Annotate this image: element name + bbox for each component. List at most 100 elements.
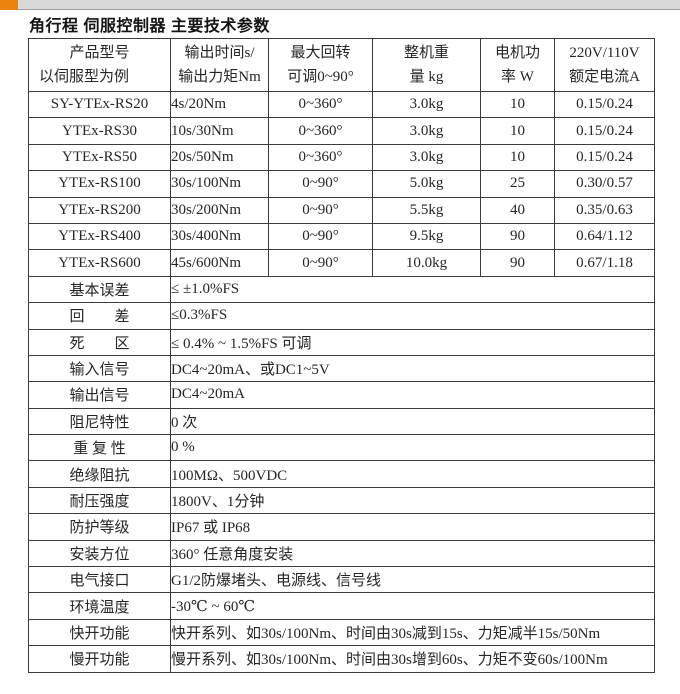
spec-row: 慢开功能 慢开系列、如30s/100Nm、时间由30s增到60s、力矩不变60s… <box>28 645 655 673</box>
time-torque-cell: 30s/100Nm <box>170 170 269 198</box>
model-cell: YTEx-RS100 <box>28 170 171 198</box>
header-current-line1: 220V/110V <box>569 45 640 61</box>
rotation-cell: 0~90° <box>268 249 373 277</box>
rotation-cell: 0~90° <box>268 196 373 224</box>
spec-value-cell: G1/2防爆堵头、电源线、信号线 <box>170 566 655 594</box>
weight-cell: 5.0kg <box>372 170 481 198</box>
header-rotation-line2: 可调0~90° <box>287 69 354 85</box>
model-row: YTEx-RS600 45s/600Nm 0~90° 10.0kg 90 0.6… <box>28 249 655 277</box>
power-cell: 40 <box>480 196 555 224</box>
time-torque-cell: 10s/30Nm <box>170 117 269 145</box>
rotation-cell: 0~360° <box>268 143 373 172</box>
spec-value-cell: 0 次 <box>170 407 655 436</box>
model-row: YTEx-RS50 20s/50Nm 0~360° 3.0kg 10 0.15/… <box>28 143 655 172</box>
model-row: YTEx-RS30 10s/30Nm 0~360° 3.0kg 10 0.15/… <box>28 117 655 145</box>
time-torque-cell: 30s/400Nm <box>170 222 269 251</box>
header-cell-weight: 整机重 量 kg <box>372 38 481 92</box>
spec-value-cell: DC4~20mA <box>170 381 655 409</box>
rotation-cell: 0~90° <box>268 170 373 198</box>
spec-value-cell: 360° 任意角度安装 <box>170 539 655 568</box>
spec-value-cell: 0 % <box>170 434 655 462</box>
spec-row: 快开功能 快开系列、如30s/100Nm、时间由30s减到15s、力矩减半15s… <box>28 618 655 647</box>
spec-label-cell: 阻尼特性 <box>28 407 171 436</box>
current-cell: 0.15/0.24 <box>554 143 655 172</box>
power-cell: 90 <box>480 222 555 251</box>
rotation-cell: 0~360° <box>268 90 373 119</box>
spec-row: 基本误差 ≤ ±1.0%FS <box>28 275 655 304</box>
table-header-row: 产品型号 以伺服型为例 输出时间s/ 输出力矩Nm 最大回转 可调0~90° 整… <box>28 38 655 92</box>
spec-label-cell: 安装方位 <box>28 539 171 568</box>
model-cell: YTEx-RS200 <box>28 196 171 224</box>
accent-block <box>0 0 18 10</box>
header-power-line2: 率 W <box>501 69 534 85</box>
spec-label-cell: 输出信号 <box>28 381 171 409</box>
spec-row: 环境温度 -30℃ ~ 60℃ <box>28 592 655 620</box>
rotation-cell: 0~360° <box>268 117 373 145</box>
model-cell: SY-YTEx-RS20 <box>28 90 171 119</box>
spec-value-cell: ≤ 0.4% ~ 1.5%FS 可调 <box>170 328 655 356</box>
spec-label-cell: 快开功能 <box>28 618 171 647</box>
header-product-line1: 产品型号 <box>69 45 130 61</box>
model-cell: YTEx-RS30 <box>28 117 171 145</box>
spec-row: 绝缘阻抗 100MΩ、500VDC <box>28 460 655 488</box>
power-cell: 10 <box>480 143 555 172</box>
spec-value-cell: 100MΩ、500VDC <box>170 460 655 488</box>
spec-value-cell: ≤0.3%FS <box>170 302 655 330</box>
spec-table: 产品型号 以伺服型为例 输出时间s/ 输出力矩Nm 最大回转 可调0~90° 整… <box>28 38 655 673</box>
model-row: YTEx-RS400 30s/400Nm 0~90° 9.5kg 90 0.64… <box>28 222 655 251</box>
spec-row: 防护等级 IP67 或 IP68 <box>28 513 655 541</box>
power-cell: 10 <box>480 90 555 119</box>
weight-cell: 5.5kg <box>372 196 481 224</box>
spec-row: 回 差 ≤0.3%FS <box>28 302 655 330</box>
model-row: YTEx-RS100 30s/100Nm 0~90° 5.0kg 25 0.30… <box>28 170 655 198</box>
spec-label-cell: 防护等级 <box>28 513 171 541</box>
current-cell: 0.30/0.57 <box>554 170 655 198</box>
power-cell: 25 <box>480 170 555 198</box>
spec-label-cell: 输入信号 <box>28 354 171 383</box>
header-weight-line2: 量 kg <box>409 69 444 85</box>
spec-row: 重 复 性 0 % <box>28 434 655 462</box>
rotation-cell: 0~90° <box>268 222 373 251</box>
current-cell: 0.64/1.12 <box>554 222 655 251</box>
weight-cell: 10.0kg <box>372 249 481 277</box>
spec-label-cell: 慢开功能 <box>28 645 171 673</box>
spec-row: 死 区 ≤ 0.4% ~ 1.5%FS 可调 <box>28 328 655 356</box>
spec-row: 阻尼特性 0 次 <box>28 407 655 436</box>
spec-label-cell: 回 差 <box>28 302 171 330</box>
power-cell: 10 <box>480 117 555 145</box>
spec-value-cell: -30℃ ~ 60℃ <box>170 592 655 620</box>
header-product-line2: 以伺服型为例 <box>39 69 130 85</box>
model-cell: YTEx-RS400 <box>28 222 171 251</box>
top-strip <box>0 0 680 10</box>
current-cell: 0.35/0.63 <box>554 196 655 224</box>
spec-value-cell: 快开系列、如30s/100Nm、时间由30s减到15s、力矩减半15s/50Nm <box>170 618 655 647</box>
spec-row: 安装方位 360° 任意角度安装 <box>28 539 655 568</box>
spec-value-cell: IP67 或 IP68 <box>170 513 655 541</box>
model-cell: YTEx-RS600 <box>28 249 171 277</box>
time-torque-cell: 30s/200Nm <box>170 196 269 224</box>
spec-label-cell: 基本误差 <box>28 275 171 304</box>
header-cell-product: 产品型号 以伺服型为例 <box>28 38 171 92</box>
spec-label-cell: 电气接口 <box>28 566 171 594</box>
spec-value-cell: 1800V、1分钟 <box>170 486 655 515</box>
current-cell: 0.67/1.18 <box>554 249 655 277</box>
header-rotation-line1: 最大回转 <box>290 45 351 61</box>
weight-cell: 9.5kg <box>372 222 481 251</box>
model-row: YTEx-RS200 30s/200Nm 0~90° 5.5kg 40 0.35… <box>28 196 655 224</box>
header-power-line1: 电机功 <box>494 45 540 61</box>
power-cell: 90 <box>480 249 555 277</box>
weight-cell: 3.0kg <box>372 143 481 172</box>
current-cell: 0.15/0.24 <box>554 90 655 119</box>
header-weight-line1: 整机重 <box>403 45 449 61</box>
spec-value-cell: ≤ ±1.0%FS <box>170 275 655 304</box>
header-current-line2: 额定电流A <box>569 69 640 85</box>
time-torque-cell: 4s/20Nm <box>170 90 269 119</box>
spec-value-cell: 慢开系列、如30s/100Nm、时间由30s增到60s、力矩不变60s/100N… <box>170 645 655 673</box>
model-cell: YTEx-RS50 <box>28 143 171 172</box>
spec-row: 电气接口 G1/2防爆堵头、电源线、信号线 <box>28 566 655 594</box>
time-torque-cell: 45s/600Nm <box>170 249 269 277</box>
spec-label-cell: 耐压强度 <box>28 486 171 515</box>
header-output-line1: 输出时间s/ <box>184 45 255 61</box>
header-output-line2: 输出力矩Nm <box>178 69 261 85</box>
spec-label-cell: 重 复 性 <box>28 434 171 462</box>
